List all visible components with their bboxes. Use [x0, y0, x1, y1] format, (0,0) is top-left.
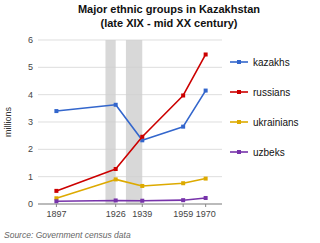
grid-line	[38, 149, 222, 150]
legend-marker	[237, 120, 241, 124]
x-tick	[183, 204, 184, 207]
point	[54, 109, 58, 113]
series	[54, 177, 207, 201]
grid-line	[38, 94, 222, 95]
legend-label: russians	[253, 87, 290, 98]
legend-label: ukrainians	[253, 117, 299, 128]
legend-label: kazakhs	[253, 57, 290, 68]
point	[114, 198, 118, 202]
legend-marker	[237, 60, 241, 64]
series-line	[56, 179, 205, 199]
series	[54, 89, 207, 143]
y-tick-label: 4	[28, 90, 33, 100]
y-axis: 0 1 2 3 4 5 6	[28, 35, 222, 209]
y-tick-label: 0	[28, 199, 33, 209]
x-axis-line	[38, 204, 222, 205]
x-tick	[205, 204, 206, 207]
x-tick-label: 1926	[106, 209, 126, 219]
x-tick-label: 1959	[173, 209, 193, 219]
series-line	[56, 91, 205, 141]
subtitle: (late XIX - mid XX century)	[101, 17, 238, 29]
point	[181, 181, 185, 185]
grid-line	[38, 67, 222, 68]
point	[204, 177, 208, 181]
x-tick-label: 1970	[196, 209, 216, 219]
legend: kazakhs russians ukrainians uzbeks	[230, 57, 299, 158]
x-tick-label: 1897	[46, 209, 66, 219]
point	[140, 135, 144, 139]
point	[181, 125, 185, 129]
grid-line	[38, 204, 222, 205]
point	[204, 196, 208, 200]
series	[54, 52, 207, 192]
grid-line	[38, 122, 222, 123]
y-tick-label: 1	[28, 172, 33, 182]
point	[181, 198, 185, 202]
y-tick-label: 3	[28, 117, 33, 127]
series-line	[56, 198, 205, 201]
y-tick-label: 5	[28, 62, 33, 72]
point	[204, 89, 208, 93]
series	[54, 196, 207, 203]
point	[114, 103, 118, 107]
legend-label: uzbeks	[253, 147, 285, 158]
grid-line	[38, 40, 222, 41]
point	[54, 199, 58, 203]
point	[140, 199, 144, 203]
series-line	[56, 54, 205, 190]
y-tick-label: 2	[28, 144, 33, 154]
legend-marker	[237, 90, 241, 94]
x-tick	[56, 204, 57, 207]
source: Source: Government census data	[4, 230, 131, 240]
x-tick	[115, 204, 116, 207]
point	[204, 52, 208, 56]
point	[114, 177, 118, 181]
point	[140, 184, 144, 188]
x-tick-label: 1939	[132, 209, 152, 219]
title: Major ethnic groups in Kazakhstan	[78, 3, 260, 15]
point	[114, 167, 118, 171]
series-group	[54, 52, 207, 203]
point	[181, 93, 185, 97]
x-axis: 1897 1926 1939 19591970	[38, 204, 222, 219]
y-axis-label: millions	[3, 107, 13, 138]
legend-marker	[237, 150, 241, 154]
y-tick-label: 6	[28, 35, 33, 45]
chart: Major ethnic groups in Kazakhstan (late X…	[0, 0, 320, 243]
point	[54, 189, 58, 193]
grid-line	[38, 176, 222, 177]
x-tick	[142, 204, 143, 207]
